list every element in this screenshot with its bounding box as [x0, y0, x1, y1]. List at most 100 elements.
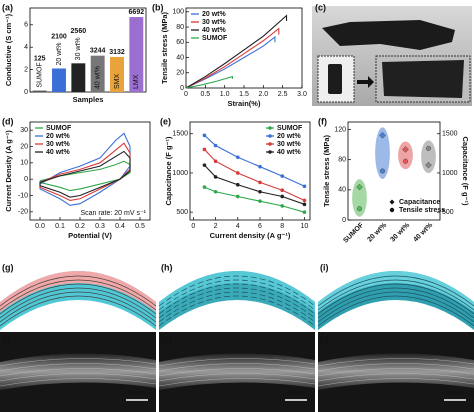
x-category-label: SUMOF — [342, 221, 365, 244]
legend-marker — [268, 126, 272, 130]
value-label: 2100 — [51, 33, 67, 40]
y2-tick-label: 1500 — [442, 131, 458, 138]
scale-bar-label: 4 μm — [288, 390, 304, 397]
fabric-large — [382, 60, 464, 98]
data-point — [202, 163, 207, 167]
data-point — [302, 184, 307, 189]
bar — [32, 90, 47, 92]
series-line — [185, 35, 276, 89]
layer-line — [317, 279, 474, 311]
legend-label: 40 wt% — [277, 149, 302, 156]
y-tick-label: 0 — [24, 89, 28, 96]
scale-bar-label: 4 μm — [129, 390, 145, 397]
sem-fiber — [0, 373, 157, 382]
legend-label: 30 wt% — [202, 19, 227, 26]
value-label: 6692 — [129, 9, 145, 16]
panel-label: (d) — [2, 116, 14, 126]
category-label: SMX — [114, 74, 121, 90]
y-tick-label: 80 — [338, 157, 346, 164]
legend-marker — [389, 199, 395, 205]
bar — [52, 68, 66, 92]
legend-label: 30 wt% — [46, 141, 71, 148]
category-label: SUMOF — [37, 62, 44, 87]
data-point — [202, 185, 207, 189]
legend-label: 30 wt% — [277, 141, 302, 148]
data-point — [426, 145, 432, 151]
y-axis-label: Capacitance (F g⁻¹) — [164, 136, 173, 205]
sem-fiber — [0, 378, 157, 387]
panel-label: (l) — [320, 334, 329, 344]
x-tick-label: 0.5 — [200, 91, 210, 98]
x-tick-label: 0 — [184, 91, 188, 98]
x-tick-label: 0.5 — [135, 223, 145, 230]
layer-line — [0, 295, 157, 327]
x-tick-label: 0.1 — [55, 223, 65, 230]
legend-label: 40 wt% — [202, 27, 227, 34]
data-point — [235, 155, 240, 160]
series-line — [39, 150, 131, 198]
layer-line — [0, 287, 157, 319]
plot-frame — [29, 121, 151, 221]
sem-fiber — [317, 378, 474, 387]
y-axis-label: Conductive (S cm⁻¹) — [4, 13, 13, 86]
plot-frame — [29, 7, 147, 93]
x-category-label: 30 wt% — [389, 221, 411, 243]
data-point — [235, 171, 240, 175]
y-tick-label: 0 — [24, 176, 28, 183]
category-label: 20 wt% — [56, 43, 63, 66]
data-point — [213, 159, 218, 163]
sem-fiber — [317, 368, 474, 377]
x-tick-label: 3.0 — [297, 91, 307, 98]
panel-label: (k) — [161, 334, 172, 344]
data-point — [280, 174, 285, 178]
fabric-film — [322, 20, 455, 50]
y-tick-label: -20 — [18, 209, 28, 216]
legend-label: 20 wt% — [202, 11, 227, 18]
photo-panel — [312, 6, 472, 106]
annotation: Scan rate: 20 mV s⁻¹ — [80, 210, 146, 217]
data-point — [280, 204, 285, 208]
layer-line — [0, 283, 157, 315]
value-label: 125 — [34, 55, 46, 62]
y-tick-label: 120 — [334, 126, 346, 133]
plot-frame — [347, 121, 441, 221]
x-axis-label: Samples — [73, 95, 104, 104]
data-point — [235, 182, 240, 187]
x-tick-label: 4 — [236, 223, 240, 230]
x-tick-label: 6 — [258, 223, 262, 230]
data-point — [258, 180, 262, 185]
sem-fiber — [158, 358, 316, 367]
panel-label: (f) — [318, 116, 327, 126]
data-point — [402, 146, 409, 153]
sem-fiber — [0, 368, 157, 377]
series-line — [185, 75, 233, 89]
panel-label: (g) — [2, 262, 14, 272]
data-point — [235, 194, 240, 199]
series-line — [185, 14, 288, 89]
series-line — [204, 186, 305, 213]
scale-bar-label: 4 μm — [447, 390, 463, 397]
layer-line — [158, 287, 316, 319]
panel-label: (e) — [160, 116, 171, 126]
value-label: 2560 — [71, 28, 87, 35]
layer-line — [158, 275, 316, 307]
x-tick-label: 2.5 — [278, 91, 288, 98]
sem-fiber — [317, 358, 474, 367]
data-point — [202, 133, 207, 138]
legend-label: SUMOF — [46, 125, 72, 132]
layer-line — [0, 275, 157, 307]
x-axis-label: Current density (A g⁻¹) — [210, 231, 291, 240]
data-point — [380, 168, 386, 174]
layer-line — [317, 283, 474, 315]
panel-label: (c) — [315, 2, 326, 12]
category-region — [352, 179, 367, 217]
y-tick-label: 500 — [176, 209, 188, 216]
y-tick-label: 40 — [338, 187, 346, 194]
data-point — [213, 143, 218, 148]
panel-label: (j) — [2, 334, 11, 344]
y-tick-label: 30 — [20, 127, 28, 134]
layer-line — [317, 287, 474, 319]
sem-fiber — [317, 373, 474, 382]
category-label: 30 wt% — [75, 37, 82, 60]
arrow — [357, 76, 374, 88]
